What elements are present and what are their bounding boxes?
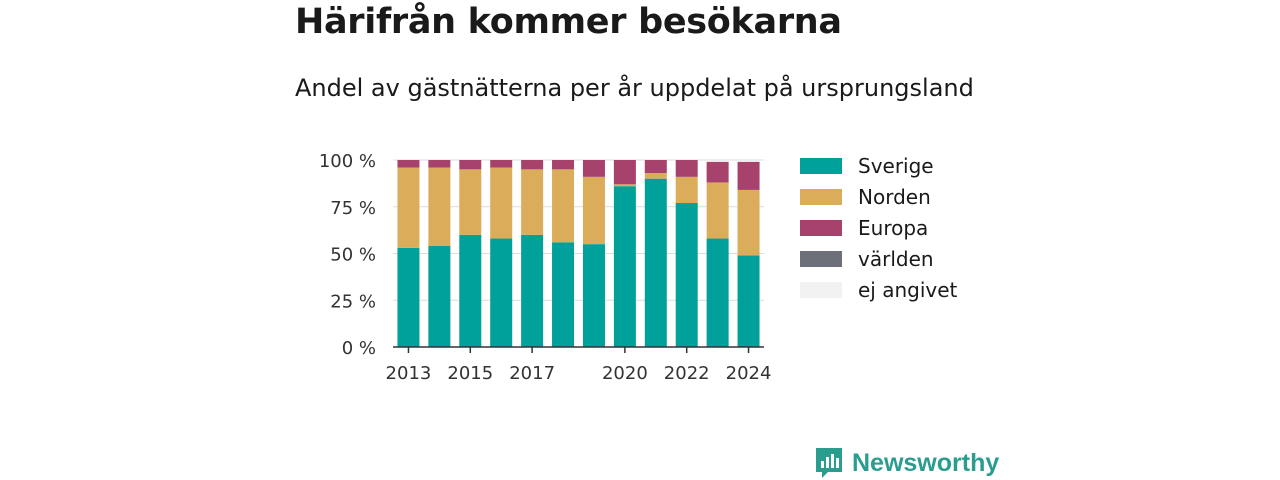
bar-segment-europa-2016 <box>490 160 513 168</box>
bar-segment-sverige-2018 <box>552 242 575 347</box>
chart-title: Härifrån kommer besökarna <box>295 2 842 42</box>
bar-segment-europa-2015 <box>459 160 482 170</box>
bar-segment-norden-2021 <box>644 173 667 179</box>
x-tick-label: 2013 <box>386 363 432 384</box>
legend-item: Sverige <box>800 150 957 181</box>
bar-segment-europa-2018 <box>552 160 575 170</box>
bar-segment-europa-2022 <box>675 160 698 177</box>
bar-segment-norden-2024 <box>737 189 760 256</box>
bar-segment-norden-2020 <box>613 184 636 187</box>
legend-swatch <box>800 281 842 298</box>
bar-segment-norden-2014 <box>428 167 451 247</box>
bar-segment-sverige-2022 <box>675 203 698 347</box>
y-tick-label: 75 % <box>330 198 376 219</box>
bar-segment-europa-2013 <box>397 160 420 168</box>
bar-segment-norden-2019 <box>582 176 605 245</box>
brand-logo[interactable]: Newsworthy <box>814 446 999 480</box>
x-tick-label: 2022 <box>664 363 710 384</box>
legend-label: Sverige <box>858 153 934 178</box>
y-tick-label: 100 % <box>319 151 376 172</box>
legend-item: Norden <box>800 181 957 212</box>
bar-segment-norden-2022 <box>675 176 698 204</box>
brand-name: Newsworthy <box>852 448 1000 477</box>
x-tick-label: 2024 <box>726 363 772 384</box>
x-tick-label: 2020 <box>602 363 648 384</box>
legend-item: världen <box>800 243 957 274</box>
legend-swatch <box>800 219 842 236</box>
bar-segment-europa-2020 <box>613 160 636 185</box>
bar-segment-norden-2018 <box>552 169 575 243</box>
legend-label: ej angivet <box>858 277 958 302</box>
bar-segment-sverige-2024 <box>737 255 760 347</box>
bar-segment-europa-2024 <box>737 161 760 190</box>
y-tick-label: 0 % <box>342 338 376 359</box>
bar-segment-sverige-2021 <box>644 178 667 347</box>
x-tick-label: 2015 <box>447 363 493 384</box>
bar-segment-sverige-2016 <box>490 238 513 347</box>
bar-segment-sverige-2015 <box>459 234 482 347</box>
bar-segment-europa-2014 <box>428 160 451 168</box>
legend-swatch <box>800 157 842 174</box>
x-tick-label: 2017 <box>509 363 555 384</box>
bar-segment-norden-2023 <box>706 182 729 239</box>
bar-segment-norden-2017 <box>521 169 544 235</box>
bar-segment-europa-2019 <box>582 160 605 177</box>
bar-segment-europa-2021 <box>644 160 667 174</box>
bar-segment-sverige-2014 <box>428 246 451 347</box>
bar-segment-europa-2017 <box>521 160 544 170</box>
chart-legend: Sverige Norden Europa världen ej angivet <box>800 150 957 305</box>
bar-segment-sverige-2020 <box>613 186 636 347</box>
bar-segment-sverige-2013 <box>397 247 420 347</box>
bar-segment-sverige-2017 <box>521 234 544 347</box>
newsworthy-logo-icon <box>816 448 842 478</box>
legend-item: Europa <box>800 212 957 243</box>
bar-segment-norden-2015 <box>459 169 482 235</box>
y-tick-label: 50 % <box>330 245 376 266</box>
chart-subtitle: Andel av gästnätterna per år uppdelat på… <box>295 74 974 102</box>
bar-segment-norden-2016 <box>490 167 513 239</box>
legend-swatch <box>800 188 842 205</box>
bar-segment-norden-2013 <box>397 167 420 248</box>
bar-segment-sverige-2019 <box>582 244 605 347</box>
legend-item: ej angivet <box>800 274 957 305</box>
legend-label: världen <box>858 246 934 271</box>
bar-segment-europa-2023 <box>706 161 729 183</box>
legend-label: Europa <box>858 215 929 240</box>
y-tick-label: 25 % <box>330 291 376 312</box>
bar-segment-sverige-2023 <box>706 238 729 347</box>
legend-swatch <box>800 250 842 267</box>
legend-label: Norden <box>858 184 931 209</box>
